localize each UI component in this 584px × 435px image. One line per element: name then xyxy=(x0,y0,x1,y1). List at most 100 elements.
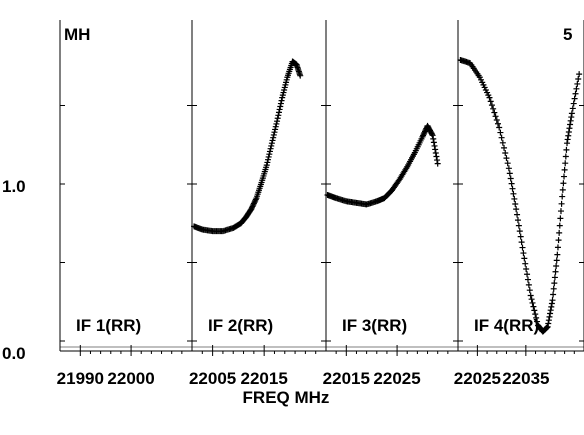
data-point xyxy=(504,160,511,167)
data-point xyxy=(252,196,259,203)
data-point xyxy=(572,90,579,97)
panel-label: IF 4(RR) xyxy=(474,316,539,335)
data-point xyxy=(277,103,284,110)
data-point xyxy=(526,287,533,294)
data-point xyxy=(270,134,277,141)
data-point xyxy=(496,124,503,131)
data-point xyxy=(515,222,522,229)
data-point xyxy=(517,233,524,240)
data-point xyxy=(420,132,427,139)
data-point xyxy=(268,140,275,147)
data-point xyxy=(275,112,282,119)
data-point xyxy=(561,166,568,173)
data-point xyxy=(277,100,284,107)
data-point xyxy=(570,100,577,107)
data-point xyxy=(554,244,561,251)
data-point xyxy=(492,113,499,120)
data-point xyxy=(269,137,276,144)
data-point xyxy=(498,134,505,141)
data-point xyxy=(434,157,441,164)
data-point xyxy=(518,239,525,246)
data-point xyxy=(434,160,441,167)
panel-label: IF 2(RR) xyxy=(208,316,273,335)
data-point xyxy=(553,263,560,270)
data-point xyxy=(490,105,497,112)
data-point xyxy=(557,215,564,222)
data-point xyxy=(252,197,259,204)
data-point xyxy=(524,276,531,283)
data-point xyxy=(550,291,557,298)
data-point xyxy=(562,153,569,160)
data-point xyxy=(558,200,565,207)
data-point xyxy=(562,160,569,167)
data-point xyxy=(421,129,428,136)
data-point xyxy=(551,274,558,281)
data-point xyxy=(420,131,427,138)
data-point xyxy=(566,125,573,132)
data-point xyxy=(567,121,574,128)
data-point xyxy=(297,72,304,79)
data-point xyxy=(432,149,439,156)
data-point xyxy=(529,299,536,306)
data-point xyxy=(521,255,528,262)
data-point xyxy=(524,271,531,278)
data-point xyxy=(273,120,280,127)
data-point xyxy=(251,199,258,206)
data-point xyxy=(428,131,435,138)
x-tick-label: 21990 xyxy=(57,369,104,388)
data-point xyxy=(559,186,566,193)
data-point xyxy=(545,317,552,324)
data-point xyxy=(516,228,523,235)
data-point xyxy=(546,313,553,320)
data-point xyxy=(534,318,541,325)
x-tick-label: 22000 xyxy=(107,369,154,388)
data-point xyxy=(493,117,500,124)
data-point xyxy=(430,135,437,142)
data-point xyxy=(486,94,493,101)
data-point xyxy=(505,165,512,172)
panel-2: 22005 22015 IF 2(RR) xyxy=(189,20,327,388)
x-tick-label: 22025 xyxy=(373,369,420,388)
corner-left-label: MH xyxy=(64,25,90,44)
data-point xyxy=(557,208,564,215)
data-point xyxy=(560,180,567,187)
data-point xyxy=(553,257,560,264)
panels: 21990 22000 IF 1(RR) 22005 22015 IF 2(RR) 2202… xyxy=(57,20,584,388)
data-point xyxy=(503,155,510,162)
data-point xyxy=(530,303,537,310)
data-point xyxy=(419,133,426,140)
data-point xyxy=(508,180,515,187)
x-tick-label: 22015 xyxy=(241,369,288,388)
data-point xyxy=(568,110,575,117)
data-point xyxy=(545,320,552,327)
data-point xyxy=(494,120,501,127)
data-point xyxy=(523,265,530,272)
data-point xyxy=(555,237,562,244)
data-point xyxy=(268,142,275,149)
data-point xyxy=(275,109,282,116)
data-point xyxy=(266,151,273,158)
data-point xyxy=(559,193,566,200)
data-point xyxy=(488,102,495,109)
data-point xyxy=(547,307,554,314)
data-point xyxy=(565,132,572,139)
data-point xyxy=(422,128,428,135)
data-point xyxy=(519,244,526,251)
data-point xyxy=(533,314,540,321)
data-point xyxy=(565,128,572,135)
data-point xyxy=(531,307,538,314)
data-point xyxy=(266,148,273,155)
data-point xyxy=(497,129,504,136)
data-point xyxy=(573,85,580,92)
data-point xyxy=(249,203,256,210)
data-point xyxy=(564,136,571,143)
data-point xyxy=(551,280,558,287)
x-axis-label: FREQ MHz xyxy=(243,388,330,407)
x-tick-label: 22005 xyxy=(189,369,236,388)
data-point xyxy=(263,162,270,169)
data-point xyxy=(250,201,257,208)
data-point xyxy=(527,292,534,299)
data-point xyxy=(429,132,436,139)
